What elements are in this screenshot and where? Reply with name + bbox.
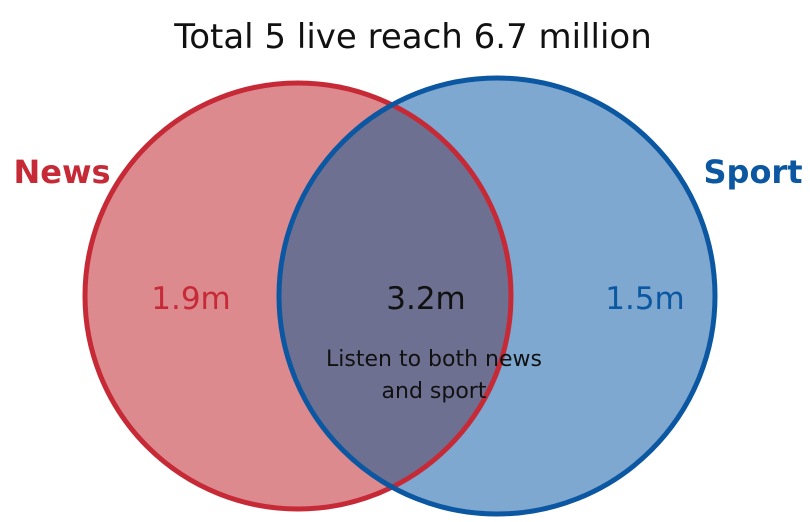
overlap-description-line-2: and sport	[382, 379, 487, 404]
sport-circle-outline	[276, 75, 718, 517]
news-label: News	[13, 153, 110, 191]
news-circle-outline	[82, 80, 514, 512]
sport-label: Sport	[703, 153, 802, 191]
news-only-value: 1.9m	[151, 281, 231, 317]
sport-only-value: 1.5m	[605, 281, 685, 317]
overlap-region	[279, 83, 511, 509]
overlap-description-line-1: Listen to both news	[326, 347, 542, 372]
overlap-value: 3.2m	[386, 281, 466, 317]
diagram-title: Total 5 live reach 6.7 million	[173, 17, 652, 57]
